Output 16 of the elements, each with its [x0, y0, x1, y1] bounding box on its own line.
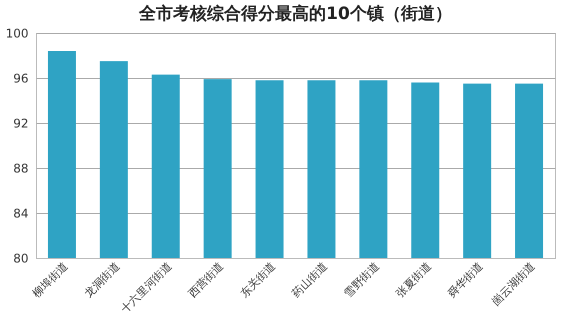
- x-tick-label: 舜华街道: [445, 260, 486, 300]
- x-tick-label: 柳埠街道: [30, 260, 70, 300]
- x-tick-label: 东关街道: [238, 260, 278, 300]
- x-tick-label: 崮云湖街道: [489, 260, 538, 308]
- x-tick-label: 药山街道: [290, 260, 330, 300]
- y-tick-label: 100: [6, 26, 28, 40]
- x-tick-label: 雪野街道: [342, 260, 382, 300]
- chart-title: 全市考核综合得分最高的10个镇（街道）: [138, 4, 452, 24]
- y-tick-label: 84: [13, 206, 28, 220]
- x-tick-label: 张夏街道: [393, 260, 434, 300]
- y-tick-label: 88: [13, 162, 28, 176]
- x-tick-label: 龙洞街道: [82, 260, 122, 300]
- y-tick-label: 96: [13, 72, 28, 86]
- y-tick-label: 92: [13, 116, 28, 130]
- x-tick-label: 西营街道: [186, 260, 226, 300]
- y-tick-label: 80: [13, 252, 28, 266]
